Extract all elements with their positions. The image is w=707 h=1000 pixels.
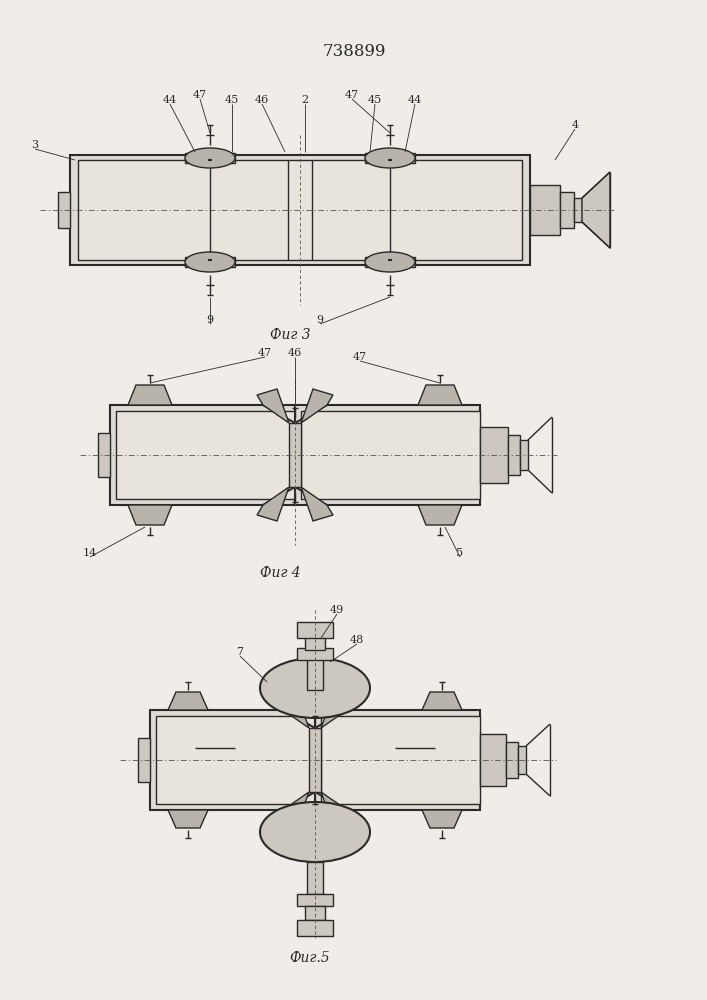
Text: 45: 45 [225,95,239,105]
Polygon shape [422,692,462,710]
Polygon shape [582,172,610,248]
Polygon shape [301,487,333,521]
Bar [185,257,235,267]
Bar [520,440,528,470]
Text: 45: 45 [368,95,382,105]
Bar [305,636,325,650]
Polygon shape [279,695,309,728]
Polygon shape [257,487,289,521]
Text: 46: 46 [288,348,302,358]
Bar [289,423,301,487]
Bar [315,710,480,810]
Text: 46: 46 [255,95,269,105]
Text: 9: 9 [206,315,214,325]
Polygon shape [321,695,351,728]
Bar [116,411,295,499]
Bar [321,716,480,804]
Ellipse shape [185,148,235,168]
Bar [297,920,333,936]
Bar [307,658,323,690]
Bar [110,405,295,505]
Bar [365,153,415,163]
Bar [297,894,333,906]
Ellipse shape [365,148,415,168]
Polygon shape [321,792,351,825]
Text: 44: 44 [163,95,177,105]
Polygon shape [257,389,289,423]
Ellipse shape [260,658,370,718]
Ellipse shape [365,252,415,272]
Polygon shape [279,792,309,825]
Polygon shape [168,692,208,710]
Bar [480,734,506,786]
Text: 44: 44 [408,95,422,105]
Bar [185,153,235,163]
Bar [508,435,520,475]
Bar [58,192,70,228]
Bar [98,433,110,477]
Bar [307,862,323,894]
Bar [301,411,480,499]
Ellipse shape [185,252,235,272]
Bar [295,405,480,505]
Text: 47: 47 [193,90,207,100]
Text: 738899: 738899 [322,43,386,60]
Bar [156,716,315,804]
Text: 7: 7 [237,647,243,657]
Text: Фиг 3: Фиг 3 [269,328,310,342]
Polygon shape [168,810,208,828]
Ellipse shape [260,802,370,862]
Text: 5: 5 [457,548,464,558]
Bar [506,742,518,778]
Bar [297,622,333,638]
Bar [530,185,560,235]
Text: Фиг 4: Фиг 4 [259,566,300,580]
Bar [70,155,530,265]
Polygon shape [418,385,462,405]
Text: Фиг.5: Фиг.5 [290,951,330,965]
Text: 47: 47 [353,352,367,362]
Bar [560,192,574,228]
Bar [297,648,333,660]
Text: 2: 2 [301,95,308,105]
Bar [78,160,522,260]
Text: 47: 47 [345,90,359,100]
Text: 14: 14 [83,548,97,558]
Polygon shape [128,505,172,525]
Bar [138,738,150,782]
Polygon shape [128,385,172,405]
Polygon shape [301,389,333,423]
Text: 4: 4 [571,120,578,130]
Bar [480,427,508,483]
Text: 48: 48 [350,635,364,645]
Bar [150,710,315,810]
Bar [518,746,526,774]
Bar [309,728,321,792]
Text: 49: 49 [330,605,344,615]
Bar [365,257,415,267]
Text: 47: 47 [258,348,272,358]
Bar [305,906,325,920]
Bar [574,198,582,222]
Text: 3: 3 [31,140,39,150]
Polygon shape [422,810,462,828]
Text: 9: 9 [317,315,324,325]
Polygon shape [418,505,462,525]
